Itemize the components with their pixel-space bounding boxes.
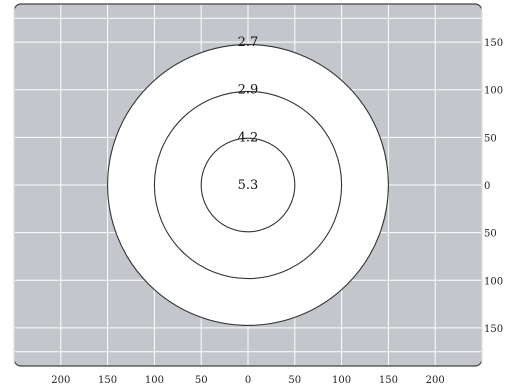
contour-ring [200, 137, 296, 233]
y-tick-label: 0 [484, 181, 490, 192]
x-tick-label: 200 [51, 375, 70, 386]
ring-label: 2.7 [238, 35, 259, 50]
y-axis-ticks: 150 100 50 0 50 100 150 [484, 38, 503, 335]
x-tick-label: 150 [379, 375, 398, 386]
ring-label: 2.9 [238, 83, 259, 98]
y-tick-label: 50 [484, 229, 497, 240]
ring-labels: 2.7 2.9 4.2 5.3 [238, 35, 259, 193]
x-tick-label: 100 [145, 375, 164, 386]
x-tick-label: 150 [98, 375, 117, 386]
x-tick-label: 200 [426, 375, 445, 386]
ring-label: 4.2 [238, 130, 259, 145]
y-tick-label: 100 [484, 86, 503, 97]
y-tick-label: 100 [484, 276, 503, 287]
x-tick-label: 50 [195, 375, 208, 386]
center-label: 5.3 [238, 178, 259, 193]
x-tick-label: 0 [245, 375, 251, 386]
x-tick-label: 100 [332, 375, 351, 386]
x-axis-ticks: 200 150 100 50 0 50 100 150 200 [51, 375, 444, 386]
y-tick-label: 150 [484, 324, 503, 335]
contour-rings [107, 44, 389, 326]
x-tick-label: 50 [288, 375, 301, 386]
y-tick-label: 150 [484, 38, 503, 49]
y-tick-label: 50 [484, 133, 497, 144]
